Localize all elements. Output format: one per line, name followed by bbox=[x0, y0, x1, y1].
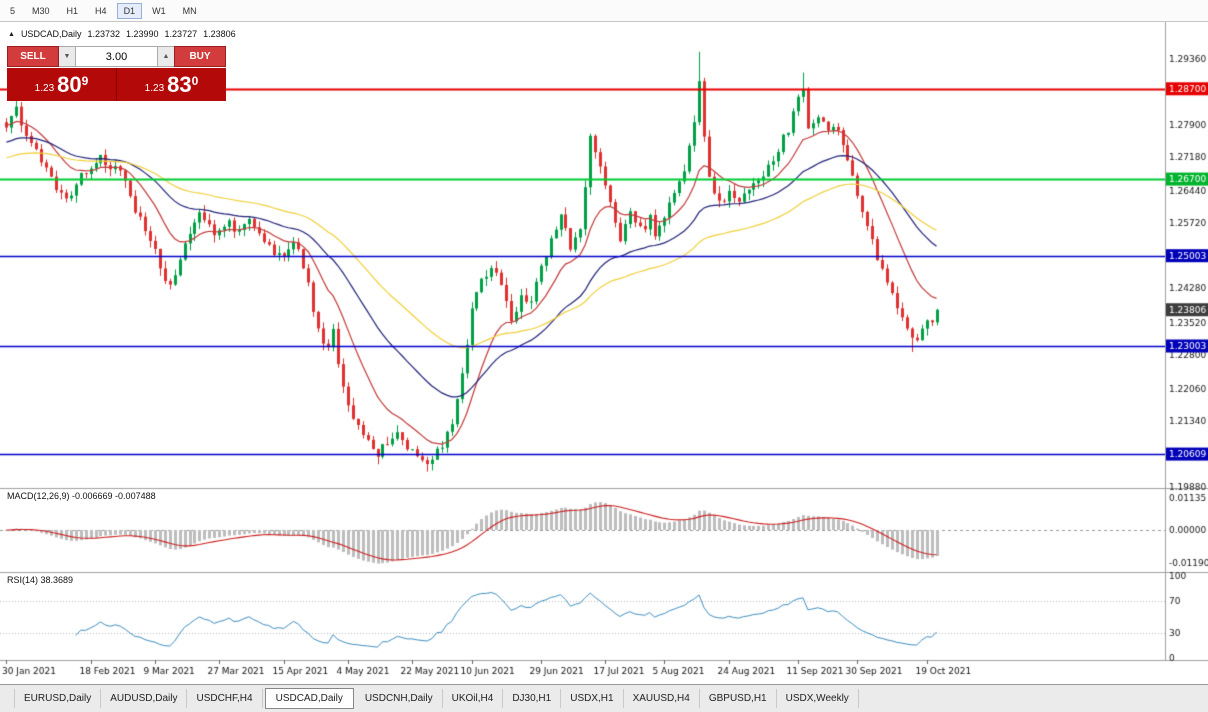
ohlc-high: 1.23990 bbox=[126, 29, 159, 39]
buy-button[interactable]: BUY bbox=[174, 46, 226, 67]
sell-price-big: 80 bbox=[57, 71, 82, 97]
ohlc-close: 1.23806 bbox=[203, 29, 236, 39]
sell-button[interactable]: SELL bbox=[7, 46, 59, 67]
symbol-period-label: USDCAD,Daily bbox=[20, 29, 82, 39]
tab-usdx-h1[interactable]: USDX,H1 bbox=[561, 689, 624, 708]
buy-price-sup: 0 bbox=[191, 73, 199, 88]
rsi-label: RSI(14) 38.3689 bbox=[7, 575, 74, 585]
buy-price[interactable]: 1.23 83 0 bbox=[116, 68, 226, 101]
tab-usdcad-daily[interactable]: USDCAD,Daily bbox=[264, 688, 354, 709]
volume-decrease-button[interactable]: ▼ bbox=[59, 46, 75, 67]
volume-increase-button[interactable]: ▲ bbox=[158, 46, 174, 67]
tab-xauusd-h4[interactable]: XAUUSD,H4 bbox=[624, 689, 700, 708]
tab-dj30-h1[interactable]: DJ30,H1 bbox=[503, 689, 562, 708]
chevron-up-icon: ▲ bbox=[162, 53, 170, 60]
macd-label: MACD(12,26,9) -0.006669 -0.007488 bbox=[7, 491, 156, 501]
direction-up-icon: ▲ bbox=[8, 30, 15, 38]
ohlc-open: 1.23732 bbox=[87, 29, 120, 39]
timeframe-w1[interactable]: W1 bbox=[152, 5, 166, 16]
chevron-down-icon: ▼ bbox=[63, 53, 71, 60]
sell-price-prefix: 1.23 bbox=[34, 82, 55, 94]
sell-price[interactable]: 1.23 80 9 bbox=[7, 68, 116, 101]
one-click-trading-panel: SELL ▼ 3.00 ▲ BUY 1.23 80 9 1.23 83 0 bbox=[7, 46, 226, 101]
volume-input[interactable]: 3.00 bbox=[75, 46, 158, 67]
chart-canvas[interactable] bbox=[0, 22, 1208, 684]
tab-usdcnh-daily[interactable]: USDCNH,Daily bbox=[356, 689, 443, 708]
tab-gbpusd-h1[interactable]: GBPUSD,H1 bbox=[700, 689, 777, 708]
buy-price-big: 83 bbox=[167, 71, 192, 97]
tab-usdx-weekly[interactable]: USDX,Weekly bbox=[777, 689, 859, 708]
timeframe-d1[interactable]: D1 bbox=[116, 2, 143, 19]
ohlc-low: 1.23727 bbox=[164, 29, 198, 39]
symbol-tabbar: EURUSD,Daily AUDUSD,Daily USDCHF,H4 USDCAD,… bbox=[0, 684, 1208, 712]
timeframe-mn[interactable]: MN bbox=[182, 5, 197, 16]
tab-audusd-daily[interactable]: AUDUSD,Daily bbox=[101, 689, 188, 708]
timeframe-5[interactable]: 5 bbox=[10, 5, 16, 16]
timeframe-h1[interactable]: H1 bbox=[66, 5, 79, 16]
tab-ukoil-h4[interactable]: UKOil,H4 bbox=[443, 689, 504, 708]
tab-usdchf-h4[interactable]: USDCHF,H4 bbox=[187, 689, 263, 708]
tab-eurusd-daily[interactable]: EURUSD,Daily bbox=[14, 689, 102, 708]
chart-header: ▲ USDCAD,Daily 1.23732 1.23990 1.23727 1… bbox=[8, 29, 236, 39]
buy-price-prefix: 1.23 bbox=[144, 82, 165, 94]
timeframe-m30[interactable]: M30 bbox=[32, 5, 50, 16]
timeframe-h4[interactable]: H4 bbox=[95, 5, 107, 16]
sell-price-sup: 9 bbox=[81, 73, 89, 88]
timeframe-toolbar: 5 M30 H1 H4 D1 W1 MN bbox=[0, 0, 1208, 22]
